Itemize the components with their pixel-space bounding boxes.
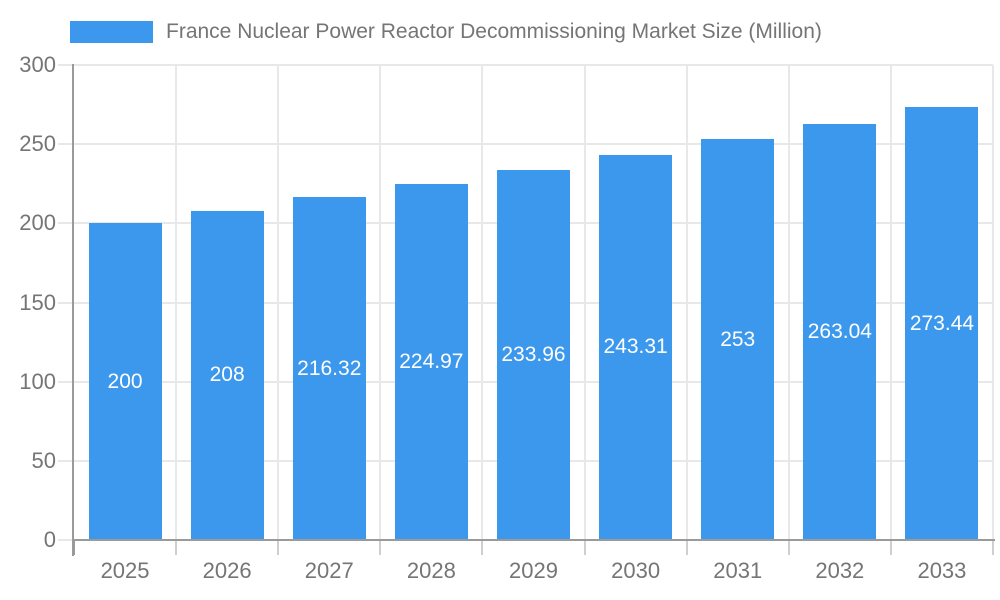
legend-label: France Nuclear Power Reactor Decommissio… — [166, 20, 822, 43]
y-axis-tick — [58, 64, 74, 66]
x-axis-line — [74, 539, 995, 541]
v-gridline-5 — [583, 65, 586, 540]
y-axis-label: 100 — [19, 368, 56, 394]
v-gridline-1 — [175, 65, 178, 540]
bar-value-label: 224.97 — [399, 349, 464, 373]
v-gridline-4 — [481, 65, 484, 540]
x-axis-tick — [992, 540, 994, 555]
x-axis-tick — [583, 540, 586, 555]
bar-value-label: 273.44 — [909, 311, 975, 335]
x-axis-tick — [685, 540, 688, 555]
x-axis-label-2033: 2033 — [917, 558, 967, 583]
x-axis-label-2030: 2030 — [611, 558, 661, 583]
y-axis-label: 0 — [43, 527, 56, 552]
y-axis-label: 250 — [19, 131, 56, 157]
x-axis-tick — [73, 540, 75, 555]
bar-value-label: 200 — [107, 369, 143, 393]
y-axis-tick — [58, 301, 74, 304]
bar-value-label: 253 — [720, 327, 756, 351]
y-axis-label: 150 — [19, 289, 56, 315]
y-axis-tick — [58, 539, 74, 541]
x-axis-label-2028: 2028 — [406, 558, 456, 583]
bar-value-label: 263.04 — [807, 319, 872, 343]
y-axis-tick — [58, 459, 74, 462]
x-axis-label-2032: 2032 — [815, 558, 865, 583]
legend-item[interactable]: France Nuclear Power Reactor Decommissio… — [70, 20, 822, 44]
bar-value-label: 243.31 — [603, 335, 668, 359]
v-gridline-7 — [787, 65, 790, 540]
bar-2030: 243.31 — [599, 154, 673, 540]
bar-2026: 208 — [190, 210, 264, 540]
v-gridline-6 — [685, 65, 688, 540]
x-axis-tick — [379, 540, 382, 555]
x-axis-tick — [787, 540, 790, 555]
legend-swatch — [70, 21, 153, 43]
bar-value-label: 233.96 — [501, 342, 566, 366]
y-axis-label: 200 — [19, 210, 56, 236]
x-axis-tick — [277, 540, 280, 555]
y-axis-tick — [58, 380, 74, 383]
bar-2033: 273.44 — [905, 107, 979, 540]
bar-value-label: 216.32 — [297, 356, 362, 380]
bar-value-label: 208 — [209, 363, 245, 387]
x-axis-label-2025: 2025 — [100, 558, 150, 583]
x-axis-tick — [481, 540, 484, 555]
bar-2032: 263.04 — [803, 123, 877, 540]
x-axis-tick — [889, 540, 892, 555]
v-gridline-8 — [889, 65, 892, 540]
v-gridline-9 — [992, 65, 994, 540]
bar-2028: 224.97 — [394, 183, 468, 540]
y-axis-tick — [58, 143, 74, 146]
bar-2029: 233.96 — [497, 169, 570, 540]
v-gridline-2 — [277, 65, 280, 540]
h-gridline-250 — [74, 143, 993, 146]
x-axis-label-2027: 2027 — [304, 558, 354, 583]
y-axis-label: 300 — [19, 52, 56, 77]
x-axis-label-2031: 2031 — [713, 558, 763, 583]
bar-2031: 253 — [701, 139, 775, 540]
y-axis-line — [72, 64, 74, 556]
x-axis-label-2029: 2029 — [509, 558, 558, 583]
v-gridline-3 — [379, 65, 382, 540]
y-axis-label: 50 — [31, 447, 56, 473]
h-gridline-300 — [74, 64, 993, 66]
bar-2027: 216.32 — [292, 197, 366, 540]
x-axis-tick — [175, 540, 178, 555]
x-axis-label-2026: 2026 — [202, 558, 252, 583]
y-axis-tick — [58, 222, 74, 225]
bar-2025: 200 — [88, 223, 162, 540]
